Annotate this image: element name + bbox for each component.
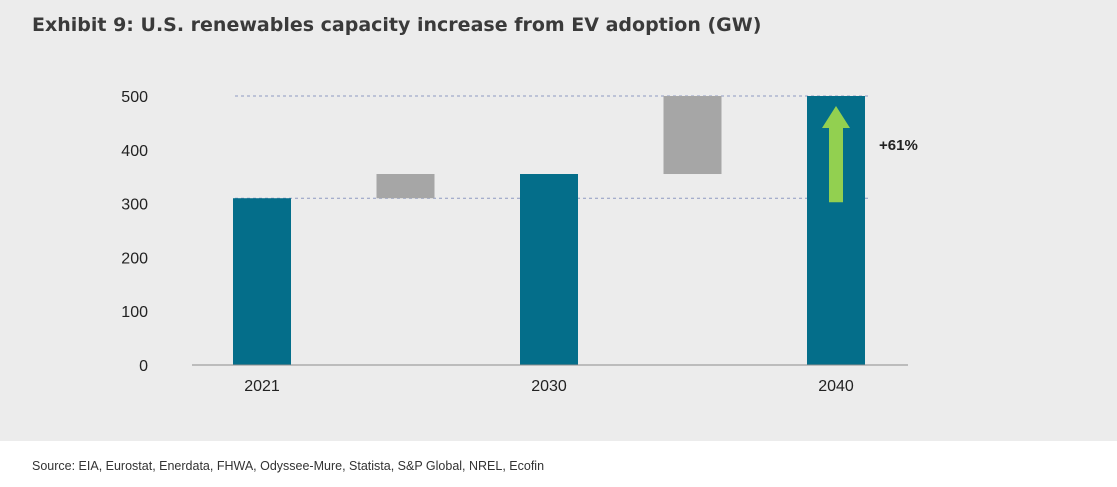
y-tick-label: 200 [121, 250, 148, 267]
total-bar [520, 174, 578, 365]
chart-title: Exhibit 9: U.S. renewables capacity incr… [32, 14, 762, 36]
growth-annotation: +61% [879, 137, 918, 154]
y-tick-label: 100 [121, 304, 148, 321]
y-tick-label: 400 [121, 143, 148, 160]
waterfall-chart: 0 100 200 300 400 500 2021 2030 2040 +61% [121, 89, 918, 395]
growth-arrow-icon [822, 106, 850, 203]
increment-bar [663, 96, 722, 175]
source-note: Source: EIA, Eurostat, Enerdata, FHWA, O… [32, 459, 545, 473]
x-tick-label: 2030 [531, 378, 567, 395]
y-tick-label: 500 [121, 89, 148, 106]
x-tick-label: 2021 [244, 378, 280, 395]
y-tick-label: 0 [139, 358, 148, 375]
y-tick-label: 300 [121, 197, 148, 214]
x-tick-label: 2040 [818, 378, 854, 395]
total-bar [233, 198, 291, 365]
increment-bar [376, 174, 435, 199]
